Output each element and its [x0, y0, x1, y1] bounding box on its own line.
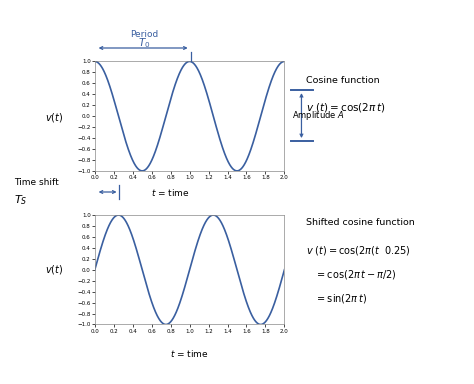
- Text: $T_0$: $T_0$: [138, 36, 151, 50]
- Text: $t$ = time: $t$ = time: [151, 187, 190, 197]
- Text: $=\cos(2\pi\, t-\pi/2)$: $=\cos(2\pi\, t-\pi/2)$: [315, 268, 397, 281]
- Text: Period: Period: [130, 30, 159, 39]
- Text: Amplitude $A$: Amplitude $A$: [292, 109, 345, 122]
- Text: $=\sin(2\pi\, t)$: $=\sin(2\pi\, t)$: [315, 292, 367, 305]
- Text: $v(t)$: $v(t)$: [46, 263, 64, 276]
- Text: $T_S$: $T_S$: [14, 193, 27, 207]
- Text: Time shift: Time shift: [14, 178, 59, 187]
- Text: $v\ (t)=\cos(2\pi(t\ \ 0.25)$: $v\ (t)=\cos(2\pi(t\ \ 0.25)$: [306, 244, 410, 257]
- Text: Shifted cosine function: Shifted cosine function: [306, 218, 414, 227]
- Text: $v\ (t)=\cos(2\pi\, t)$: $v\ (t)=\cos(2\pi\, t)$: [306, 101, 385, 114]
- Text: $t$ = time: $t$ = time: [170, 348, 209, 359]
- Text: $v(t)$: $v(t)$: [46, 111, 64, 124]
- Text: Cosine function: Cosine function: [306, 76, 379, 85]
